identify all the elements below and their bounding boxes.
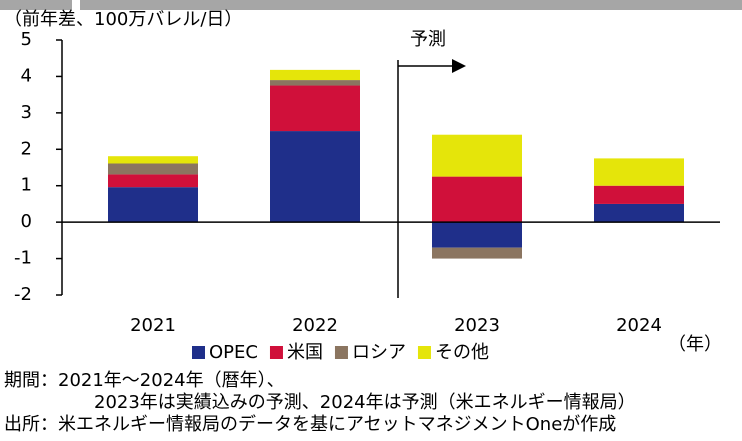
bar-segment (270, 80, 360, 86)
y-axis-label: （前年差、100万バレル/日） (4, 9, 242, 30)
bar-segment (594, 203, 684, 223)
legend-label: その他 (435, 342, 489, 363)
legend-swatch (334, 346, 348, 359)
bar-segment (432, 247, 522, 259)
bar-segment (432, 222, 522, 248)
y-tick-label: -2 (14, 284, 32, 305)
legend-label: 米国 (287, 342, 323, 363)
annotation: 予測 (410, 29, 446, 50)
bar-segment (270, 85, 360, 132)
y-tick-label: 2 (21, 138, 32, 159)
y-tick-label: 5 (21, 29, 32, 50)
y-tick-label: 3 (21, 102, 32, 123)
bar-segment (432, 176, 522, 223)
arrow-head (452, 59, 466, 73)
header-bar (0, 0, 72, 10)
legend-swatch (417, 346, 431, 359)
y-tick-label: -1 (14, 248, 32, 269)
y-tick-label: 0 (21, 211, 32, 232)
note: 2023年は実績込みの予測、2024年は予測（米エネルギー情報局） (94, 392, 636, 413)
x-axis-label: （年） (668, 334, 722, 355)
legend-label: ロシア (352, 342, 406, 363)
legend-label: OPEC (209, 342, 258, 363)
x-tick-label: 2022 (292, 315, 338, 336)
legend-swatch (269, 346, 283, 359)
bar-segment (108, 187, 198, 223)
note: 出所：米エネルギー情報局のデータを基にアセットマネジメントOneが作成 (4, 414, 616, 435)
y-tick-label: 1 (21, 175, 32, 196)
bar-segment (594, 185, 684, 204)
bar-segment (270, 69, 360, 81)
bar-segment (432, 134, 522, 177)
bar-segment (270, 131, 360, 223)
bar-segment (108, 174, 198, 188)
bar-segment (594, 158, 684, 186)
note: 期間：2021年～2024年（暦年）、 (4, 370, 285, 391)
x-tick-label: 2023 (454, 315, 500, 336)
bar-segment (108, 163, 198, 175)
x-tick-label: 2024 (616, 315, 662, 336)
legend-swatch (192, 346, 205, 359)
bar-segment (108, 156, 198, 164)
x-tick-label: 2021 (130, 315, 176, 336)
header-bar (80, 0, 742, 10)
y-tick-label: 4 (21, 65, 32, 86)
